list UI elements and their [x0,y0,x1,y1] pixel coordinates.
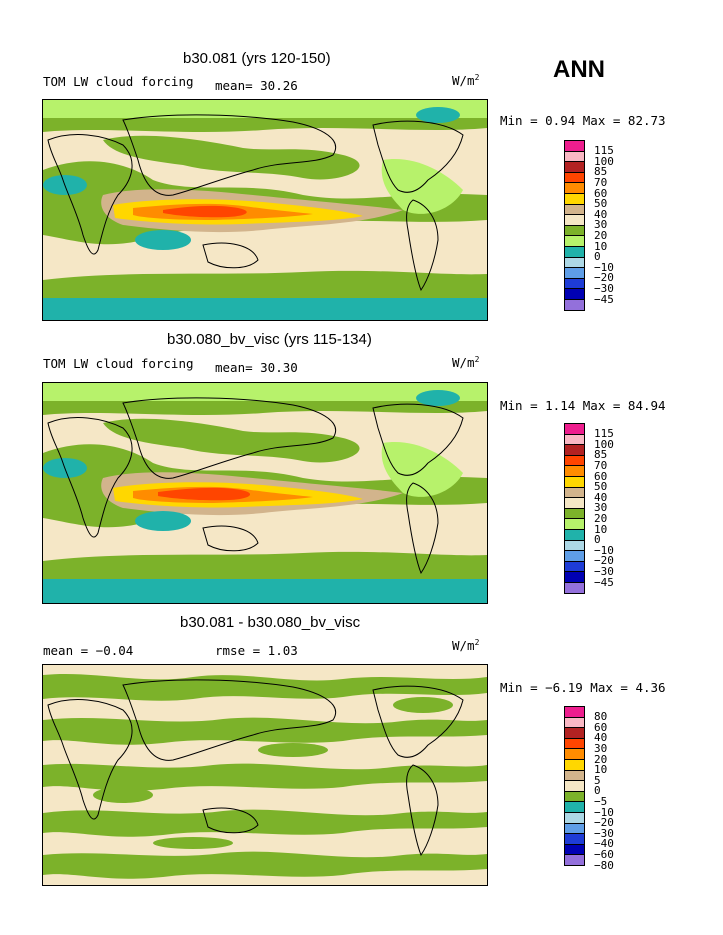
colorbar-swatch [564,299,585,311]
colorbar-label: 50 [594,480,608,494]
colorbar-label: 0 [594,250,601,264]
colorbar-label: 70 [594,458,608,472]
colorbar-label: 20 [594,752,608,766]
panel-2-variable: TOM LW cloud forcing [43,356,194,371]
colorbar-label: 10 [594,763,608,777]
colorbar-label: −20 [594,271,614,285]
colorbar-label: 85 [594,165,608,179]
colorbar-label: −10 [594,805,614,819]
colorbar-label: −80 [594,858,614,872]
colorbar-label: 5 [594,773,601,787]
colorbar-label: 0 [594,784,601,798]
colorbar-label: 60 [594,186,608,200]
colorbar-swatch [564,854,585,866]
colorbar-label: 40 [594,490,608,504]
colorbar-label: −20 [594,816,614,830]
colorbar-label: −20 [594,554,614,568]
colorbar-label: 40 [594,207,608,221]
season-label: ANN [553,56,605,83]
colorbar-label: 60 [594,720,608,734]
panel-3-minmax: Min = −6.19 Max = 4.36 [500,680,666,695]
colorbar-label: 30 [594,218,608,232]
colorbar-label: 60 [594,469,608,483]
panel-3-mean: mean = −0.04 [43,643,134,658]
colorbar-label: 30 [594,741,608,755]
colorbar-label: −45 [594,292,614,306]
colorbar-label: 40 [594,731,608,745]
colorbar-label: 115 [594,144,614,158]
panel-3-map [42,664,488,886]
panel-1-map [42,99,488,321]
panel-1-minmax: Min = 0.94 Max = 82.73 [500,113,666,128]
panel-3-units: W/m2 [452,638,480,654]
panel-3-rmse: rmse = 1.03 [215,643,298,658]
panel-1-mean: mean= 30.26 [215,78,298,93]
colorbar-label: 100 [594,154,614,168]
colorbar-label: 20 [594,228,608,242]
panel-2-map [42,382,488,604]
colorbar-label: −40 [594,837,614,851]
colorbar-label: −5 [594,794,608,808]
colorbar-label: 30 [594,501,608,515]
colorbar-label: 85 [594,448,608,462]
panel-1-variable: TOM LW cloud forcing [43,74,194,89]
panel-2-minmax: Min = 1.14 Max = 84.94 [500,398,666,413]
colorbar-label: 20 [594,511,608,525]
colorbar-label: 100 [594,437,614,451]
panel-2-units: W/m2 [452,355,480,371]
colorbar-label: 10 [594,522,608,536]
panel-3-title: b30.081 - b30.080_bv_visc [180,614,361,631]
colorbar-label: −30 [594,564,614,578]
panel-3-colorbar: 80 60 40 30 20 10 5 0 −5 −10 −20 −30 −40 −60 −80 [564,706,644,886]
panel-1-units: W/m2 [452,73,480,89]
panel-2-mean: mean= 30.30 [215,360,298,375]
colorbar-label: 80 [594,710,608,724]
colorbar-label: −10 [594,260,614,274]
panel-1-title: b30.081 (yrs 120-150) [183,50,331,67]
colorbar-label: 115 [594,427,614,441]
colorbar-label: −30 [594,281,614,295]
colorbar-label: 50 [594,197,608,211]
colorbar-label: −30 [594,826,614,840]
panel-1-colorbar: 115 100 85 70 60 50 40 30 20 10 0 −10 −20 −30 −45 [564,140,644,320]
colorbar-label: −60 [594,847,614,861]
colorbar-label: 70 [594,175,608,189]
colorbar-swatch [564,582,585,594]
panel-2-title: b30.080_bv_visc (yrs 115-134) [167,331,372,348]
colorbar-label: 10 [594,239,608,253]
panel-2-colorbar: 115 100 85 70 60 50 40 30 20 10 0 −10 −20 −30 −45 [564,423,644,603]
colorbar-label: −10 [594,543,614,557]
colorbar-label: −45 [594,575,614,589]
colorbar-label: 0 [594,533,601,547]
